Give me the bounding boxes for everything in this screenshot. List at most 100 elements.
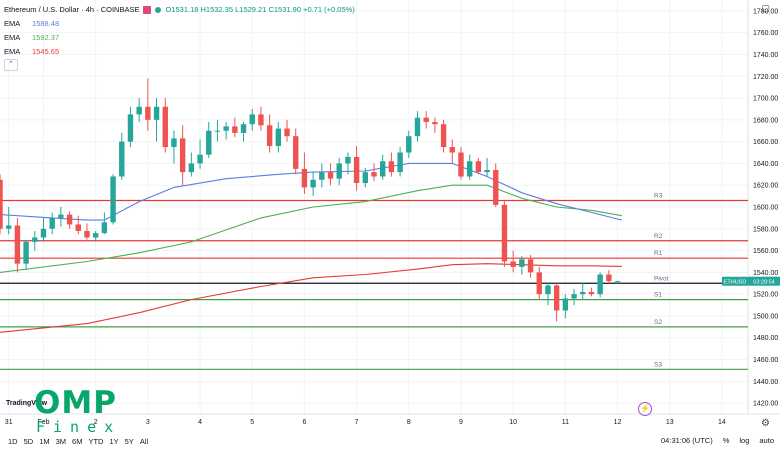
indicator-row[interactable]: EMA 1592.37: [4, 31, 355, 45]
candle-body: [606, 274, 612, 282]
candle-body: [527, 259, 534, 273]
candle-body: [519, 259, 525, 267]
candle-body: [275, 128, 282, 146]
level-label: S2: [654, 319, 662, 326]
indicator-value: 1588.48: [32, 19, 60, 28]
x-tick-label: 4: [198, 419, 202, 426]
x-tick-label: 10: [509, 419, 517, 426]
candle-body: [6, 225, 12, 229]
gear-icon[interactable]: ⚙: [761, 418, 770, 429]
candle-body: [258, 114, 264, 126]
y-tick-label: 1700.00: [753, 96, 778, 103]
y-tick-label: 1640.00: [753, 161, 778, 168]
symbol-title[interactable]: Ethereum / U.S. Dollar · 4h · COINBASE: [4, 5, 140, 14]
candle-body: [406, 136, 412, 153]
candle-body: [145, 106, 151, 120]
price-chart[interactable]: 1420.00 1440.00 1460.00 1480.00 1500.00 1520.…: [0, 0, 780, 432]
candle-body: [179, 138, 186, 173]
layout-settings-icon[interactable]: ▢: [761, 3, 770, 13]
x-tick-label: Feb: [37, 419, 49, 426]
x-tick-label: 5: [250, 419, 254, 426]
candle-body: [440, 124, 447, 148]
candle-body: [510, 261, 516, 267]
x-tick-label: 6: [302, 419, 306, 426]
x-tick-label: 2: [94, 419, 98, 426]
candle-body: [127, 114, 134, 142]
candle-body: [345, 156, 351, 164]
candle-body: [84, 230, 90, 238]
price-tag-countdown: 03:28:54: [753, 280, 774, 286]
candle-body: [23, 241, 29, 264]
candle-body: [49, 217, 55, 229]
market-status-icon: [155, 7, 162, 13]
candle-body: [249, 114, 255, 125]
candle-body: [162, 106, 168, 148]
candle-body: [493, 169, 499, 205]
timeframe-all[interactable]: All: [139, 436, 149, 446]
level-label: R2: [654, 233, 663, 240]
candle-body: [397, 152, 403, 173]
candle-body: [371, 172, 377, 177]
candle-body: [232, 126, 238, 133]
log-toggle[interactable]: log: [739, 436, 750, 445]
price-tag-symbol-box: [722, 276, 748, 286]
candle-body: [0, 179, 3, 229]
candle-body: [571, 294, 577, 299]
timeframe-1m[interactable]: 1M: [39, 436, 50, 446]
indicator-label: EMA: [4, 33, 21, 42]
candle-body: [197, 154, 203, 164]
logo-brand: OMP: [34, 385, 117, 421]
logo-brand-sub: Finex: [36, 418, 122, 436]
y-tick-label: 1620.00: [753, 183, 778, 190]
omp-finex-logo: OMP Finex: [34, 385, 122, 437]
candle-body: [614, 281, 621, 283]
y-tick-label: 1420.00: [753, 401, 778, 408]
y-tick-label: 1680.00: [753, 117, 778, 124]
candle-body: [423, 117, 429, 123]
candle-body: [562, 298, 569, 311]
candle-body: [319, 172, 325, 180]
candle-body: [580, 291, 586, 295]
indicator-row[interactable]: EMA 1545.65: [4, 45, 355, 59]
y-tick-label: 1760.00: [753, 30, 778, 37]
y-tick-label: 1460.00: [753, 357, 778, 364]
candle-body: [388, 161, 395, 173]
timeframe-5y[interactable]: 5Y: [124, 436, 134, 446]
tradingview-logo: TradingView: [6, 400, 48, 407]
candle-body: [66, 214, 73, 225]
timeframe-5d[interactable]: 5D: [23, 436, 34, 446]
timeframe-3m[interactable]: 3M: [55, 436, 67, 446]
level-label: S3: [654, 361, 662, 368]
candle-body: [597, 274, 603, 295]
timeframe-1d[interactable]: 1D: [8, 436, 18, 446]
chevron-up-icon[interactable]: ⌃: [4, 59, 18, 71]
candle-body: [501, 204, 508, 262]
auto-toggle[interactable]: auto: [759, 436, 774, 445]
x-tick-label: 7: [355, 419, 359, 426]
percent-toggle[interactable]: %: [722, 436, 730, 445]
candle-body: [284, 128, 290, 137]
x-tick-label: 3: [146, 419, 150, 426]
y-tick-label: 1720.00: [753, 74, 778, 81]
level-label: S1: [654, 292, 662, 299]
candle-body: [336, 163, 342, 179]
candle-body: [92, 233, 99, 238]
indicator-row[interactable]: EMA 1588.48: [4, 17, 355, 31]
utc-time[interactable]: 04:31:06 (UTC): [661, 436, 713, 445]
event-marker-icon[interactable]: ⚡: [638, 402, 652, 416]
indicator-label: EMA: [4, 19, 21, 28]
timeframe-6m[interactable]: 6M: [72, 436, 83, 446]
timeframe-1y[interactable]: 1Y: [109, 436, 119, 446]
candle-body: [484, 169, 490, 173]
y-tick-label: 1580.00: [753, 226, 778, 233]
alert-badge-icon[interactable]: [143, 6, 152, 14]
candle-body: [310, 179, 316, 188]
candle-body: [206, 130, 212, 155]
candle-body: [301, 168, 308, 188]
x-tick-label: 9: [459, 419, 463, 426]
candle-body: [432, 122, 438, 125]
ema-line-blue: [0, 162, 623, 221]
price-tag-box: [748, 276, 780, 286]
candle-body: [449, 147, 455, 153]
timeframe-ytd[interactable]: YTD: [88, 436, 104, 446]
